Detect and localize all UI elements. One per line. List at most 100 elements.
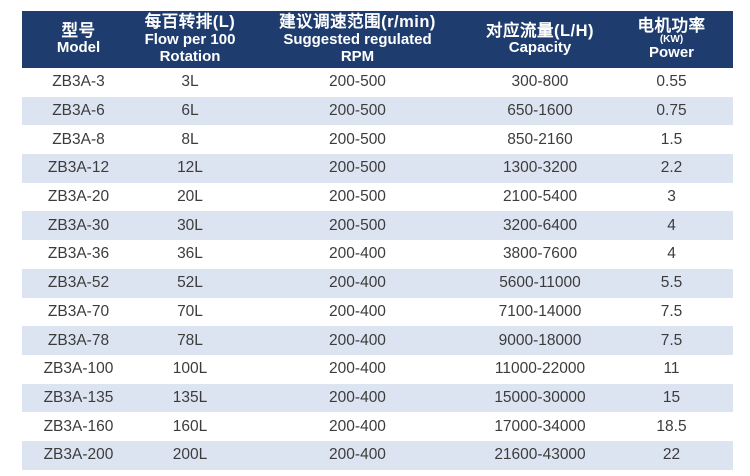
cell-rpm: 200-400 bbox=[329, 360, 386, 378]
header-capacity-zh: 对应流量(L/H) bbox=[485, 21, 595, 40]
table-row: ZB3A-52 52L 200-400 5600-11000 5.5 bbox=[22, 268, 733, 298]
table-row: ZB3A-135 135L 200-400 15000-30000 15 bbox=[22, 383, 733, 413]
header-rpm-zh: 建议调速范围(r/min) bbox=[279, 13, 436, 32]
cell-model: ZB3A-3 bbox=[52, 73, 105, 91]
cell-model: ZB3A-135 bbox=[43, 388, 114, 406]
header-flow-zh: 每百转排(L) bbox=[144, 13, 236, 32]
cell-model: ZB3A-52 bbox=[47, 274, 110, 292]
table-row: ZB3A-70 70L 200-400 7100-14000 7.5 bbox=[22, 297, 733, 327]
cell-flow: 6L bbox=[181, 102, 199, 120]
cell-power: 5.5 bbox=[660, 274, 683, 292]
cell-capacity: 300-800 bbox=[511, 73, 569, 91]
cell-model: ZB3A-100 bbox=[43, 360, 114, 378]
cell-flow: 52L bbox=[177, 274, 203, 292]
cell-rpm: 200-500 bbox=[329, 130, 386, 148]
table-row: ZB3A-8 8L 200-500 850-2160 1.5 bbox=[22, 125, 733, 155]
cell-flow: 20L bbox=[177, 188, 203, 206]
cell-power: 3 bbox=[667, 188, 676, 206]
header-power-zh: 电机功率 bbox=[637, 16, 706, 35]
header-power-unit: (KW) bbox=[659, 34, 684, 46]
cell-rpm: 200-500 bbox=[329, 216, 386, 234]
cell-model: ZB3A-200 bbox=[43, 446, 114, 464]
cell-capacity: 1300-3200 bbox=[502, 159, 578, 177]
cell-model: ZB3A-20 bbox=[47, 188, 110, 206]
column-header-power: 电机功率 (KW) Power bbox=[610, 11, 733, 68]
cell-rpm: 200-400 bbox=[329, 245, 386, 263]
table-row: ZB3A-3 3L 200-500 300-800 0.55 bbox=[22, 68, 733, 97]
table-row: ZB3A-78 78L 200-400 9000-18000 7.5 bbox=[22, 326, 733, 355]
column-header-model: 型号 Model bbox=[22, 11, 135, 68]
cell-model: ZB3A-70 bbox=[47, 302, 110, 320]
cell-model: ZB3A-6 bbox=[52, 102, 105, 120]
cell-flow: 3L bbox=[181, 73, 199, 91]
cell-power: 22 bbox=[662, 446, 681, 464]
column-header-capacity: 对应流量(L/H) Capacity bbox=[470, 11, 610, 68]
cell-capacity: 15000-30000 bbox=[494, 388, 586, 406]
table-row: ZB3A-30 30L 200-500 3200-6400 4 bbox=[22, 211, 733, 241]
cell-flow: 8L bbox=[181, 130, 199, 148]
cell-rpm: 200-400 bbox=[329, 331, 386, 349]
cell-flow: 160L bbox=[172, 417, 208, 435]
cell-rpm: 200-400 bbox=[329, 302, 386, 320]
header-flow-en1: Flow per 100 bbox=[144, 30, 236, 48]
cell-power: 0.55 bbox=[656, 73, 687, 91]
cell-rpm: 200-500 bbox=[329, 73, 386, 91]
header-model-en: Model bbox=[56, 39, 101, 57]
header-capacity-en: Capacity bbox=[508, 39, 572, 57]
table-row: ZB3A-100 100L 200-400 11000-22000 11 bbox=[22, 354, 733, 384]
cell-flow: 12L bbox=[177, 159, 203, 177]
cell-capacity: 2100-5400 bbox=[502, 188, 578, 206]
cell-capacity: 650-1600 bbox=[507, 102, 573, 120]
cell-flow: 100L bbox=[172, 360, 208, 378]
header-row: 型号 Model 每百转排(L) Flow per 100 Rotation 建… bbox=[22, 11, 733, 68]
cell-flow: 36L bbox=[177, 245, 203, 263]
cell-capacity: 5600-11000 bbox=[499, 274, 581, 292]
cell-rpm: 200-400 bbox=[329, 446, 386, 464]
table-body: ZB3A-3 3L 200-500 300-800 0.55 ZB3A-6 6L… bbox=[22, 68, 733, 470]
table-header: 型号 Model 每百转排(L) Flow per 100 Rotation 建… bbox=[22, 11, 733, 68]
cell-power: 1.5 bbox=[660, 130, 683, 148]
cell-rpm: 200-500 bbox=[329, 188, 386, 206]
cell-power: 15 bbox=[662, 388, 681, 406]
spec-table: 型号 Model 每百转排(L) Flow per 100 Rotation 建… bbox=[22, 11, 733, 470]
column-header-rpm: 建议调速范围(r/min) Suggested regulated RPM bbox=[245, 11, 470, 68]
header-power-en: Power bbox=[648, 44, 694, 62]
header-rpm-en1: Suggested regulated bbox=[283, 30, 432, 48]
cell-rpm: 200-400 bbox=[329, 388, 386, 406]
cell-capacity: 9000-18000 bbox=[498, 331, 582, 349]
cell-rpm: 200-400 bbox=[329, 417, 386, 435]
cell-rpm: 200-500 bbox=[329, 159, 386, 177]
cell-capacity: 11000-22000 bbox=[494, 360, 586, 378]
cell-capacity: 850-2160 bbox=[507, 130, 573, 148]
table-row: ZB3A-20 20L 200-500 2100-5400 3 bbox=[22, 182, 733, 212]
cell-capacity: 21600-43000 bbox=[494, 446, 586, 464]
cell-capacity: 3800-7600 bbox=[502, 245, 578, 263]
header-flow-en2: Rotation bbox=[159, 47, 221, 65]
cell-rpm: 200-400 bbox=[329, 274, 386, 292]
column-header-flow: 每百转排(L) Flow per 100 Rotation bbox=[135, 11, 245, 68]
cell-capacity: 3200-6400 bbox=[502, 216, 578, 234]
cell-power: 2.2 bbox=[660, 159, 683, 177]
cell-model: ZB3A-160 bbox=[43, 417, 114, 435]
cell-power: 4 bbox=[667, 245, 676, 263]
header-rpm-en2: RPM bbox=[340, 47, 375, 65]
cell-flow: 70L bbox=[177, 302, 203, 320]
header-model-zh: 型号 bbox=[61, 21, 96, 40]
cell-power: 4 bbox=[667, 216, 676, 234]
cell-rpm: 200-500 bbox=[329, 102, 386, 120]
cell-model: ZB3A-78 bbox=[47, 331, 110, 349]
cell-flow: 200L bbox=[172, 446, 208, 464]
cell-flow: 78L bbox=[177, 331, 203, 349]
table-row: ZB3A-160 160L 200-400 17000-34000 18.5 bbox=[22, 412, 733, 441]
cell-capacity: 17000-34000 bbox=[494, 417, 586, 435]
cell-power: 7.5 bbox=[660, 331, 683, 349]
cell-power: 7.5 bbox=[660, 302, 683, 320]
cell-model: ZB3A-30 bbox=[47, 216, 110, 234]
table-row: ZB3A-6 6L 200-500 650-1600 0.75 bbox=[22, 96, 733, 126]
table-row: ZB3A-200 200L 200-400 21600-43000 22 bbox=[22, 440, 733, 470]
cell-power: 18.5 bbox=[656, 417, 687, 435]
cell-power: 0.75 bbox=[656, 102, 687, 120]
cell-flow: 30L bbox=[177, 216, 203, 234]
table-row: ZB3A-12 12L 200-500 1300-3200 2.2 bbox=[22, 154, 733, 183]
